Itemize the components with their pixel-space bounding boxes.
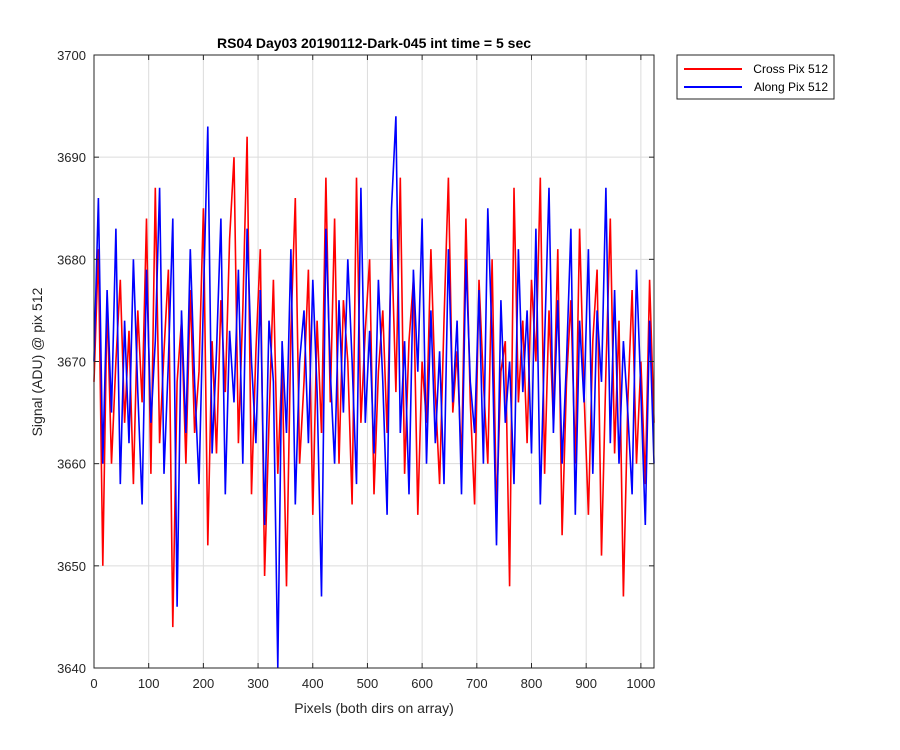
y-tick-labels: 3640 3650 3660 3670 3680 3690 3700: [57, 48, 86, 676]
x-tick-label: 600: [411, 676, 433, 691]
legend-box: [676, 54, 835, 100]
x-tick-label: 300: [247, 676, 269, 691]
x-tick-label: 200: [193, 676, 215, 691]
x-tick-label: 800: [521, 676, 543, 691]
y-tick-label: 3670: [57, 355, 86, 370]
y-tick-label: 3680: [57, 252, 86, 267]
y-tick-label: 3690: [57, 150, 86, 165]
axis-ticks: [93, 54, 654, 669]
y-tick-label: 3700: [57, 48, 86, 63]
legend: Cross Pix 512 Along Pix 512: [676, 54, 835, 100]
x-tick-label: 500: [357, 676, 379, 691]
x-tick-label: 900: [575, 676, 597, 691]
y-tick-label: 3650: [57, 559, 86, 574]
series-layer: [93, 116, 655, 669]
y-tick-label: 3640: [57, 661, 86, 676]
legend-label-along: Along Pix 512: [754, 80, 828, 94]
y-tick-label: 3660: [57, 457, 86, 472]
chart-title: RS04 Day03 20190112-Dark-045 int time = …: [217, 35, 531, 51]
x-tick-label: 700: [466, 676, 488, 691]
x-tick-label: 400: [302, 676, 324, 691]
x-tick-labels: 0 100 200 300 400 500 600 700 800 900 1000: [90, 676, 655, 691]
x-tick-label: 100: [138, 676, 160, 691]
x-tick-label: 0: [90, 676, 97, 691]
x-axis-label: Pixels (both dirs on array): [294, 700, 454, 716]
x-tick-label: 1000: [626, 676, 655, 691]
y-axis-label: Signal (ADU) @ pix 512: [29, 287, 45, 436]
legend-label-cross: Cross Pix 512: [753, 62, 828, 76]
series-line-cross-pix-512: [93, 136, 655, 628]
series-line-along-pix-512: [93, 116, 655, 669]
